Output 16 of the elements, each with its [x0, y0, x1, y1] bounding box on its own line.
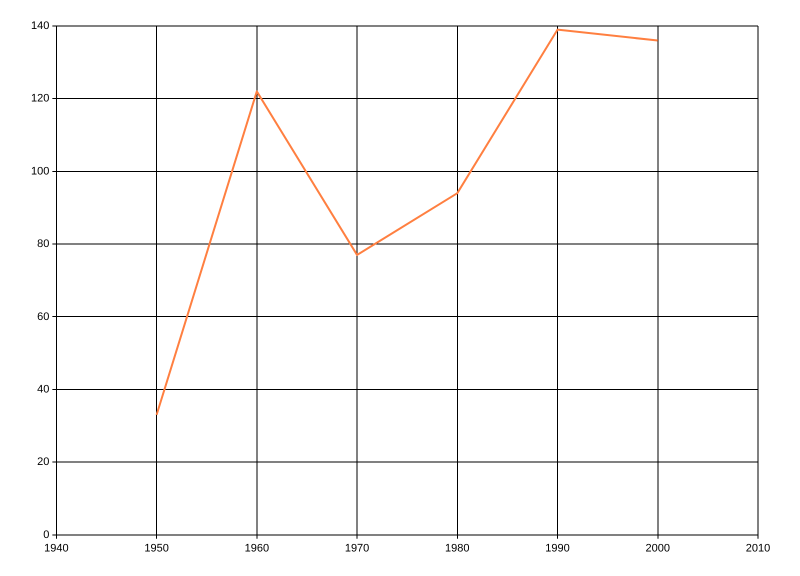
x-tick-label: 2000 [646, 542, 670, 554]
y-tick-label: 120 [30, 92, 50, 105]
x-tick-label: 1980 [445, 542, 470, 554]
y-tick-label: 80 [37, 238, 50, 250]
y-tick-label: 100 [30, 165, 50, 178]
y-tick-label: 20 [37, 456, 50, 468]
x-tick-label: 1990 [545, 542, 570, 554]
x-tick-label: 1940 [44, 542, 69, 554]
y-tick-label: 40 [37, 383, 50, 396]
x-tick-label: 1960 [244, 542, 270, 554]
y-tick-label: 0 [43, 528, 50, 541]
y-tick-label: 60 [37, 310, 50, 323]
x-tick-label: 2010 [746, 542, 770, 554]
x-tick-label: 1970 [344, 542, 370, 554]
x-tick-label: 1950 [144, 542, 169, 554]
y-tick-label: 140 [30, 20, 50, 32]
